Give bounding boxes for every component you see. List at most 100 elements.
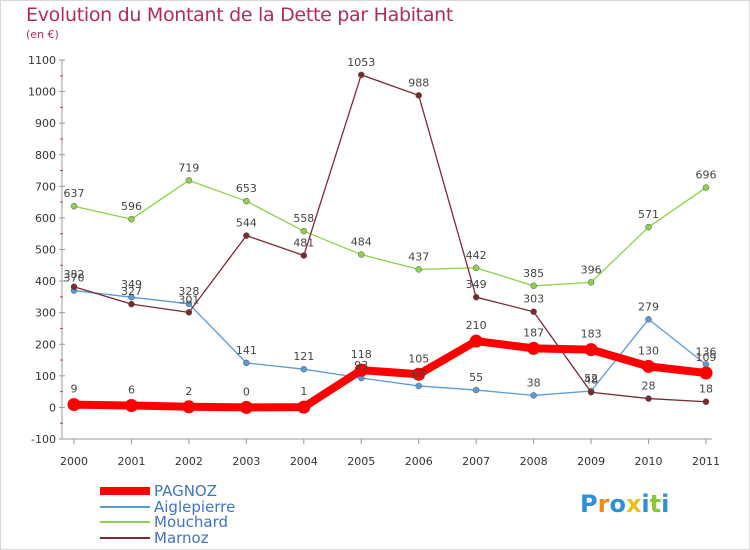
legend-label: Mouchard	[154, 513, 228, 531]
data-point-marnoz	[358, 71, 365, 79]
legend-swatch	[100, 505, 150, 508]
data-point-marnoz	[185, 309, 193, 316]
data-label-marnoz: 349	[466, 278, 487, 291]
data-label-marnoz: 988	[408, 76, 429, 89]
data-label-aiglepierre: 55	[469, 371, 483, 384]
legend-label: PAGNOZ	[154, 482, 218, 500]
data-point-pagnoz	[297, 400, 311, 414]
data-point-pagnoz	[469, 334, 483, 348]
x-tick-label: 2002	[175, 455, 203, 468]
legend-item-aiglepierre: Aiglepierre	[100, 497, 320, 516]
data-point-aiglepierre	[243, 359, 250, 367]
data-point-aiglepierre	[415, 382, 422, 390]
data-label-mouchard: 558	[293, 212, 314, 225]
chart-subtitle: (en €)	[26, 28, 59, 41]
series-line-aiglepierre	[73, 289, 707, 397]
data-label-aiglepierre: 328	[178, 285, 199, 298]
axes: -100 0 100 200 300 400 500 600 700 800 900 1000 1100…	[28, 54, 720, 468]
data-point-mouchard	[300, 227, 308, 235]
logo-letter: i	[641, 490, 650, 518]
data-point-mouchard	[70, 202, 78, 210]
data-label-mouchard: 653	[236, 182, 257, 195]
logo-letter: x	[625, 490, 642, 518]
y-tick-label: 0	[49, 401, 56, 414]
logo-letter: o	[609, 490, 626, 518]
data-label-aiglepierre: 136	[696, 345, 717, 358]
data-point-marnoz	[415, 92, 422, 99]
y-tick-label: 100	[35, 370, 56, 383]
data-label-pagnoz: 105	[408, 352, 429, 365]
x-tick-label: 2008	[520, 455, 548, 468]
data-point-pagnoz	[527, 341, 541, 355]
legend-label: Aiglepierre	[154, 497, 236, 516]
data-point-aiglepierre	[128, 293, 135, 301]
data-point-pagnoz	[67, 398, 81, 412]
data-point-pagnoz	[584, 343, 598, 357]
data-label-pagnoz: 183	[581, 328, 602, 341]
series-mouchard	[70, 177, 710, 290]
legend-label: Marnoz	[154, 528, 209, 547]
data-label-marnoz: 327	[121, 285, 142, 298]
data-label-marnoz: 544	[236, 217, 257, 230]
data-point-mouchard	[128, 215, 135, 223]
data-label-mouchard: 637	[64, 187, 85, 200]
data-label-aiglepierre: 52	[584, 372, 598, 385]
x-tick-label: 2011	[692, 455, 720, 468]
data-label-marnoz: 481	[293, 237, 314, 250]
data-point-mouchard	[358, 251, 365, 258]
data-label-marnoz: 301	[178, 293, 199, 306]
data-label-pagnoz: 6	[128, 384, 135, 397]
data-label-mouchard: 484	[351, 236, 372, 249]
data-point-mouchard	[530, 282, 537, 290]
data-point-mouchard	[185, 177, 193, 184]
data-label-aiglepierre: 93	[354, 359, 368, 372]
data-point-marnoz	[645, 395, 652, 402]
data-label-aiglepierre: 370	[64, 272, 85, 285]
data-point-marnoz	[70, 283, 78, 291]
data-label-aiglepierre: 141	[236, 344, 257, 357]
data-label-mouchard: 437	[408, 250, 429, 263]
data-point-pagnoz	[182, 400, 196, 414]
data-label-aiglepierre: 279	[638, 300, 659, 313]
legend: PAGNOZ Aiglepierre Mouchard Marnoz	[100, 482, 320, 547]
series-aiglepierre	[70, 287, 710, 399]
data-point-pagnoz	[239, 400, 253, 414]
logo-letter: P	[580, 490, 598, 518]
data-point-pagnoz	[642, 359, 656, 373]
data-label-marnoz: 1053	[347, 56, 375, 69]
x-tick-label: 2010	[635, 455, 663, 468]
chart-title: Evolution du Montant de la Dette par Hab…	[26, 4, 454, 26]
data-point-mouchard	[587, 279, 595, 286]
x-tick-label: 2003	[232, 455, 260, 468]
legend-swatch	[100, 536, 150, 539]
data-point-marnoz	[243, 232, 250, 239]
data-point-aiglepierre	[300, 365, 308, 373]
data-point-marnoz	[702, 398, 710, 405]
data-point-mouchard	[645, 223, 652, 231]
data-point-aiglepierre	[645, 316, 652, 323]
data-label-marnoz: 48	[584, 373, 598, 386]
y-tick-label: 900	[35, 117, 56, 130]
y-tick-label: 800	[35, 149, 56, 162]
data-label-mouchard: 719	[178, 161, 199, 174]
data-point-marnoz	[587, 389, 595, 396]
data-label-mouchard: 385	[523, 267, 544, 280]
data-label-pagnoz: 187	[523, 326, 544, 339]
data-point-marnoz	[472, 293, 480, 301]
series-line-marnoz	[73, 74, 707, 403]
data-label-pagnoz: 210	[466, 319, 487, 332]
data-label-pagnoz: 9	[71, 383, 78, 396]
data-label-pagnoz: 118	[351, 348, 372, 361]
data-point-pagnoz	[412, 367, 426, 381]
x-tick-label: 2005	[347, 455, 375, 468]
data-label-pagnoz: 2	[185, 385, 192, 398]
y-tick-label: 1000	[28, 86, 56, 99]
data-point-aiglepierre	[185, 300, 193, 308]
data-label-aiglepierre: 38	[527, 376, 541, 389]
y-tick-label: -100	[31, 433, 56, 446]
data-point-mouchard	[472, 264, 480, 272]
data-label-marnoz: 382	[64, 268, 85, 281]
data-point-marnoz	[530, 308, 537, 315]
y-tick-label: 200	[35, 338, 56, 351]
y-tick-label: 400	[35, 275, 56, 288]
